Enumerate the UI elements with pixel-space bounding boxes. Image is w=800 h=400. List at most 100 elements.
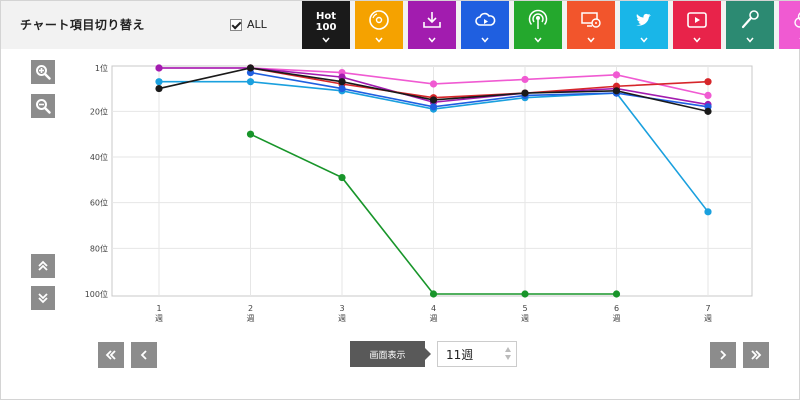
tab-streaming[interactable] xyxy=(461,1,509,49)
scroll-top-button[interactable] xyxy=(31,254,55,278)
chevron-down-icon xyxy=(640,37,648,43)
chevron-down-icon xyxy=(481,37,489,43)
display-label: 画面表示 xyxy=(350,341,425,367)
chevron-left-icon xyxy=(140,350,147,360)
tab-lookup[interactable] xyxy=(567,1,615,49)
all-checkbox[interactable] xyxy=(230,18,242,31)
hot100-line2: 100 xyxy=(315,22,337,33)
data-point xyxy=(704,107,712,115)
x-tick-unit: 週 xyxy=(155,314,163,323)
toggle-title: チャート項目切り替え xyxy=(20,18,145,32)
data-point xyxy=(429,96,438,104)
x-tick-number: 5 xyxy=(522,304,527,313)
data-point xyxy=(521,290,529,298)
next-page-button[interactable] xyxy=(710,342,736,368)
zoom-in-icon xyxy=(36,65,51,80)
chevron-down-icon xyxy=(428,37,436,43)
display-label-arrow xyxy=(425,348,431,360)
zoom-out-icon xyxy=(36,99,51,114)
data-point xyxy=(338,173,346,182)
prev-page-button[interactable] xyxy=(131,342,157,368)
data-point xyxy=(155,84,163,93)
double-chevron-left-icon xyxy=(105,350,116,360)
chevron-down-icon xyxy=(587,37,595,43)
data-point xyxy=(704,208,712,216)
data-point xyxy=(155,78,163,86)
pc-cd-icon xyxy=(581,12,601,28)
double-chevron-up-icon xyxy=(38,260,48,271)
tab-video[interactable] xyxy=(673,1,721,49)
x-tick-unit: 週 xyxy=(430,314,438,323)
data-point xyxy=(429,80,438,88)
tab-radio[interactable] xyxy=(514,1,562,49)
weeks-value: 11週 xyxy=(446,347,474,362)
radio-broadcast-icon xyxy=(528,9,548,29)
x-tick-unit: 週 xyxy=(704,314,712,323)
y-tick-label: 40位 xyxy=(90,152,108,162)
hot100-line1: Hot xyxy=(315,11,337,22)
x-tick-unit: 週 xyxy=(613,314,621,323)
chevron-down-icon xyxy=(375,37,383,43)
x-tick-number: 4 xyxy=(431,304,436,313)
y-tick-label: 60位 xyxy=(90,198,108,208)
data-point xyxy=(612,87,621,95)
chevron-down-icon xyxy=(746,37,754,43)
microphone-icon xyxy=(741,10,759,29)
data-point xyxy=(612,71,621,79)
x-tick-number: 3 xyxy=(339,304,344,313)
chart-type-tabs: Hot 100 xyxy=(302,1,800,49)
chevron-down-icon xyxy=(693,37,701,43)
x-tick-unit: 週 xyxy=(521,314,529,323)
all-label: ALL xyxy=(247,18,267,31)
double-chevron-down-icon xyxy=(38,293,48,304)
series-line xyxy=(250,67,709,99)
zoom-in-button[interactable] xyxy=(31,60,55,84)
tab-cd-sales[interactable] xyxy=(355,1,403,49)
y-tick-label: 20位 xyxy=(90,106,108,116)
y-tick-label: 100位 xyxy=(85,289,108,299)
data-point xyxy=(246,64,255,72)
data-point xyxy=(246,130,255,138)
data-point xyxy=(155,64,163,72)
tab-hot100[interactable]: Hot 100 xyxy=(302,1,350,49)
weeks-stepper[interactable]: 11週 xyxy=(437,341,517,367)
chevron-right-icon xyxy=(720,350,727,360)
data-point xyxy=(704,78,712,86)
x-tick-number: 2 xyxy=(248,304,253,313)
x-tick-number: 6 xyxy=(614,304,619,313)
data-point xyxy=(338,84,346,93)
last-page-button[interactable] xyxy=(743,342,769,368)
data-point xyxy=(246,78,255,86)
download-icon xyxy=(423,12,441,28)
all-toggle[interactable]: ALL xyxy=(230,18,267,31)
stepper-up-icon[interactable] xyxy=(505,347,511,352)
chevron-down-icon xyxy=(534,37,542,43)
stepper-down-icon[interactable] xyxy=(505,355,511,360)
y-tick-label: 80位 xyxy=(90,243,108,253)
data-point xyxy=(612,290,621,298)
cloud-play-icon xyxy=(475,12,496,26)
tab-karaoke[interactable] xyxy=(726,1,774,49)
zoom-out-button[interactable] xyxy=(31,94,55,118)
scroll-bottom-button[interactable] xyxy=(31,286,55,310)
tab-download[interactable] xyxy=(408,1,456,49)
data-point xyxy=(521,89,529,97)
first-page-button[interactable] xyxy=(98,342,124,368)
stepper-arrows[interactable] xyxy=(505,347,511,360)
cd-icon xyxy=(369,10,389,30)
video-play-icon xyxy=(687,12,707,28)
data-point xyxy=(338,78,346,86)
series-line xyxy=(250,71,709,108)
data-point xyxy=(521,75,529,84)
data-point xyxy=(429,290,438,298)
x-tick-unit: 週 xyxy=(247,314,255,323)
twitter-icon xyxy=(636,13,651,26)
x-tick-unit: 週 xyxy=(338,314,346,323)
tab-twitter[interactable] xyxy=(620,1,668,49)
hot100-label: Hot 100 xyxy=(316,11,337,33)
x-tick-number: 7 xyxy=(705,304,710,313)
y-tick-label: 1位 xyxy=(95,63,108,73)
data-point xyxy=(704,91,712,99)
x-tick-number: 1 xyxy=(156,304,161,313)
